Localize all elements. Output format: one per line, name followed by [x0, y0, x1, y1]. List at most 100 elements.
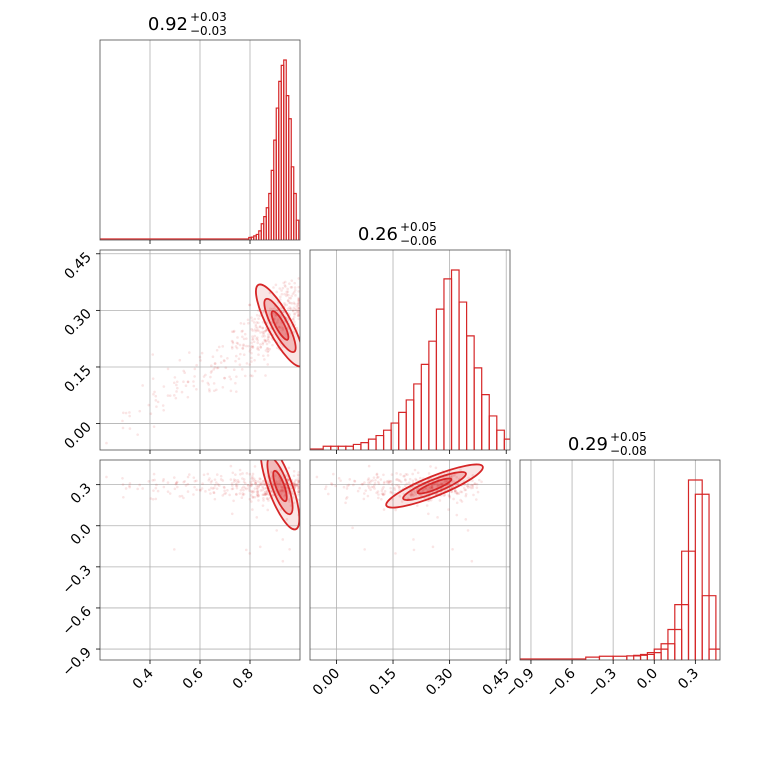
- sample-point-375: [155, 405, 158, 408]
- sample-point-211: [247, 344, 250, 348]
- sample-point-35: [386, 481, 389, 484]
- panels: 0.000.150.300.450.4 0.6 0.8−0.9−0.6−0.30.0…: [59, 39, 721, 701]
- sample-point-72: [276, 483, 279, 486]
- sample-point-299: [293, 320, 296, 324]
- sample-point-52: [297, 490, 300, 494]
- sample-point-190: [290, 294, 293, 298]
- sample-point-273: [253, 479, 256, 482]
- sample-point-61: [256, 490, 259, 494]
- sample-point-401: [324, 485, 328, 488]
- sample-point-74: [253, 328, 257, 331]
- sample-point-414: [249, 345, 253, 349]
- sample-point-88: [264, 492, 268, 496]
- sample-point-207: [430, 486, 434, 490]
- sample-point-187: [175, 390, 178, 393]
- sample-point-7: [256, 346, 260, 349]
- sample-point-95: [193, 479, 197, 483]
- sample-point-52: [297, 296, 300, 300]
- sample-point-81: [375, 472, 379, 476]
- sample-point-373: [297, 480, 300, 484]
- sample-point-162: [439, 482, 442, 486]
- sample-point-213: [265, 490, 269, 493]
- sample-point-287: [273, 474, 277, 477]
- sample-point-304: [258, 314, 261, 318]
- sample-point-348: [232, 478, 236, 481]
- sample-point-108: [154, 394, 158, 398]
- sample-point-51: [381, 493, 385, 497]
- sample-point-62: [236, 481, 239, 484]
- sample-point-87: [404, 478, 407, 482]
- sample-point-43: [68, 423, 71, 426]
- sample-point-121: [379, 478, 383, 481]
- sample-point-147: [259, 331, 262, 334]
- sample-point-208: [240, 368, 244, 371]
- sample-point-294: [168, 492, 172, 495]
- sample-point-26: [261, 488, 264, 492]
- sample-point-418: [294, 294, 297, 297]
- sample-point-228: [428, 486, 432, 489]
- sample-point-375: [155, 483, 158, 487]
- sample-point-19: [279, 482, 282, 486]
- sample-point-304: [258, 477, 261, 480]
- sample-point-48: [213, 362, 217, 365]
- sample-point-258: [128, 414, 131, 418]
- sample-point-30: [242, 344, 245, 348]
- sample-point-396: [234, 359, 237, 363]
- sample-point-394: [297, 486, 300, 489]
- sample-point-70: [124, 411, 128, 415]
- sample-point-343: [176, 386, 179, 390]
- sample-point-97: [151, 377, 155, 380]
- sample-point-51: [228, 375, 231, 379]
- sample-point-8: [465, 484, 469, 488]
- sample-point-117: [440, 482, 444, 486]
- sample-point-28: [293, 481, 296, 484]
- sample-point-357: [235, 375, 238, 378]
- sample-point-127: [230, 512, 234, 516]
- sample-point-387: [121, 426, 125, 430]
- sample-point-334: [411, 472, 414, 476]
- sample-point-293: [445, 479, 449, 483]
- sample-point-356: [297, 487, 300, 491]
- sample-point-259: [412, 538, 415, 541]
- sample-point-9: [373, 481, 377, 485]
- sample-point-184: [375, 473, 379, 476]
- sample-point-264: [262, 499, 265, 502]
- panel-titles: 0.92 +0.03−0.030.26 +0.05−0.060.29 +0.05−0.…: [148, 10, 647, 458]
- sample-point-205: [278, 325, 281, 329]
- sample-point-63: [297, 314, 300, 318]
- sample-point-303: [153, 478, 156, 482]
- sample-point-404: [207, 478, 211, 482]
- sample-point-143: [295, 483, 299, 487]
- sample-point-372: [287, 301, 291, 304]
- sample-point-35: [209, 481, 213, 484]
- sample-point-168: [405, 482, 409, 486]
- sample-point-192: [429, 487, 433, 490]
- sample-point-374: [284, 285, 287, 288]
- sample-point-165: [268, 307, 272, 310]
- sample-point-205: [278, 482, 281, 485]
- sample-point-268: [297, 471, 300, 474]
- sample-point-405: [208, 477, 211, 480]
- sample-point-419: [273, 307, 276, 310]
- sample-point-214: [251, 476, 254, 480]
- sample-point-404: [207, 383, 211, 386]
- sample-point-98: [280, 326, 283, 329]
- sample-point-107: [280, 289, 283, 292]
- sample-point-274: [430, 486, 434, 490]
- sample-point-319: [149, 412, 153, 416]
- sample-point-327: [288, 282, 291, 285]
- sample-point-407: [138, 409, 142, 413]
- sample-point-316: [297, 309, 300, 313]
- sample-point-78: [180, 494, 184, 498]
- sample-point-33: [242, 485, 245, 488]
- sample-point-6: [251, 344, 254, 348]
- panel-2-0: 0.4 0.6 0.8 −0.9 −0.6 −0.3 0.0 0.3: [59, 459, 301, 693]
- title-median-2: 0.29: [568, 434, 608, 455]
- sample-point-5: [263, 338, 266, 342]
- sample-point-302: [166, 367, 170, 371]
- sample-point-405: [208, 389, 211, 393]
- sample-point-164: [278, 483, 282, 487]
- sample-point-169: [459, 498, 462, 502]
- sample-point-346: [231, 341, 235, 345]
